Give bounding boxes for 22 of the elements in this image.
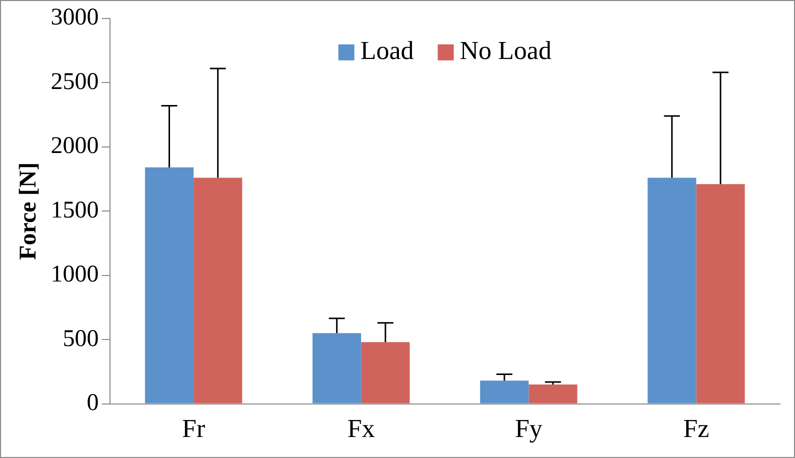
bar [144,167,194,404]
bar [194,178,242,404]
y-tick-label: 500 [62,326,99,352]
y-tick-label: 1500 [50,197,99,224]
y-tick-label: 1000 [50,262,99,288]
bar [361,342,410,404]
y-tick-label: 0 [86,390,99,416]
y-tick-label: 3000 [50,4,99,31]
bar [528,384,578,404]
y-tick-label: 2000 [50,133,99,160]
x-tick-label: Fr [182,414,206,444]
x-tick-label: Fz [683,414,710,444]
legend-label: Load [360,36,414,66]
x-tick-label: Fy [514,414,542,444]
legend-label: No Load [460,36,552,66]
bar [696,184,745,404]
bar [648,178,696,404]
y-tick-label: 2500 [50,68,99,95]
x-tick-label: Fx [347,414,375,444]
bar [480,380,529,404]
bar [312,333,362,404]
y-axis-title: Force [N] [16,162,42,260]
